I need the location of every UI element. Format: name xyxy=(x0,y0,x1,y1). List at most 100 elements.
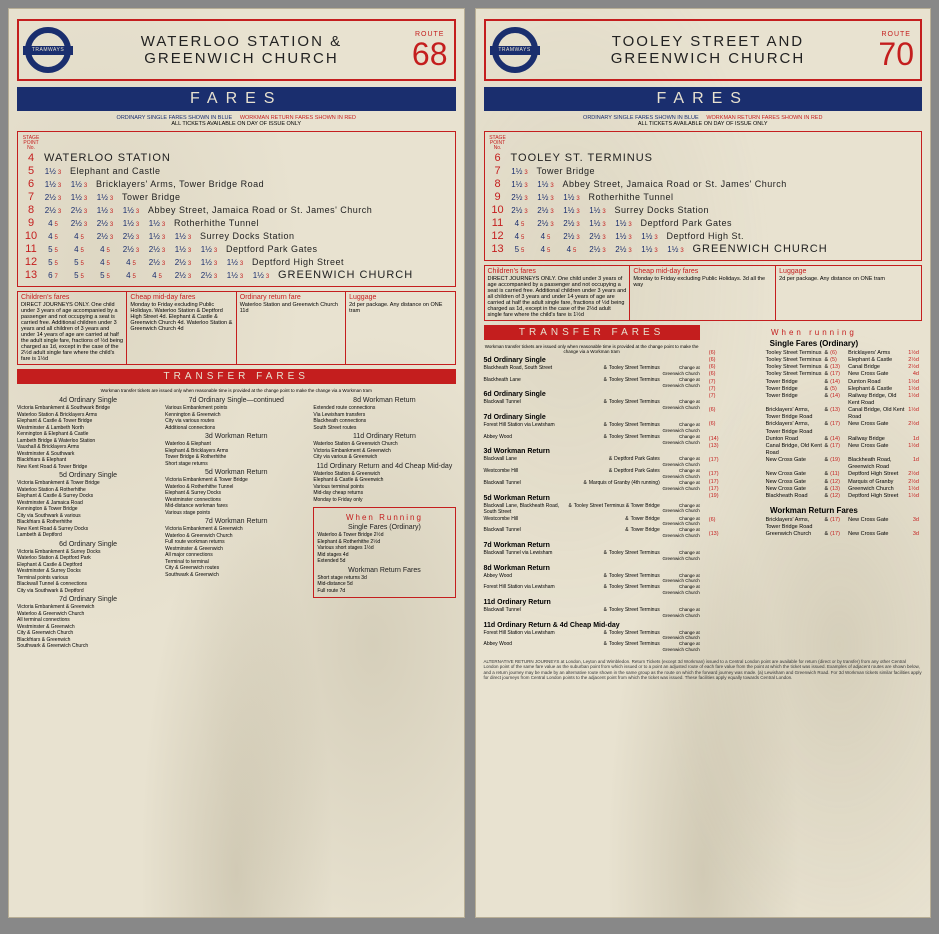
transfer-group-heading: 7d Workman Return xyxy=(484,542,700,549)
transfer-column: 7d Ordinary Single—continuedVarious Emba… xyxy=(165,395,307,650)
notice-line2: ALL TICKETS AVAILABLE ON DAY OF ISSUE ON… xyxy=(171,121,301,127)
transfer-group-heading: 5d Ordinary Single xyxy=(484,357,700,364)
transfer-line: Forest Hill Station via Lewisham&Tooley … xyxy=(484,630,700,642)
stage-number: 8 xyxy=(22,204,40,216)
transfer-group-heading: 7d Ordinary Single xyxy=(484,414,700,421)
stop-name: Abbey Street, Jamaica Road or St. James'… xyxy=(144,205,372,215)
fare-cell: 2½ 3 xyxy=(170,258,196,267)
fare-cell: 2½ 3 xyxy=(196,271,222,280)
fare-line: (6)Tooley Street Terminus&(5)Elephant & … xyxy=(709,357,919,364)
transfer-group-heading: 11d Ordinary Return xyxy=(313,433,455,440)
info-text: DIRECT JOURNEYS ONLY. One child under 3 … xyxy=(21,302,123,362)
single-fares-heading: Single Fares (Ordinary) xyxy=(709,339,919,348)
stop-name: Rotherhithe Tunnel xyxy=(585,192,674,202)
transfer-column: 8d Workman ReturnExtended route connecti… xyxy=(313,395,455,650)
stop-name: Elephant and Castle xyxy=(66,166,161,176)
notice-line2: ALL TICKETS AVAILABLE ON DAY OF ISSUE ON… xyxy=(638,121,768,127)
fare-cell: 1½ 3 xyxy=(611,219,637,228)
fare-cell: 1½ 3 xyxy=(507,167,533,176)
route-number: 70 xyxy=(878,38,914,70)
fare-line: (6)Bricklayers' Arms, Tower Bridge Road&… xyxy=(709,421,919,435)
transfer-line: City via various & Greenwich xyxy=(313,454,455,461)
fare-cell: 1½ 3 xyxy=(170,245,196,254)
stop-name: Deptford Park Gates xyxy=(637,218,733,228)
stage-number: 9 xyxy=(489,191,507,203)
fare-cell: 1½ 3 xyxy=(66,180,92,189)
fare-row: 114 52½ 32½ 31½ 31½ 3Deptford Park Gates xyxy=(489,217,918,229)
fare-row: 82½ 32½ 31½ 31½ 3Abbey Street, Jamaica R… xyxy=(22,204,451,216)
fare-line: (14)Dunton Road&(14)Railway Bridge1d xyxy=(709,436,919,443)
fare-row: 92½ 31½ 31½ 3Rotherhithe Tunnel xyxy=(489,191,918,203)
stage-number: 12 xyxy=(22,256,40,268)
stage-number: 7 xyxy=(22,191,40,203)
route-title: TOOLEY STREET AND GREENWICH CHURCH xyxy=(544,29,873,71)
stage-number: 8 xyxy=(489,178,507,190)
fare-row: 102½ 32½ 31½ 31½ 3Surrey Docks Station xyxy=(489,204,918,216)
transfer-line: Abbey Wood&Tooley Street TerminusChange … xyxy=(484,434,700,446)
fare-cell: 1½ 3 xyxy=(559,193,585,202)
info-text: Monday to Friday excluding Public Holida… xyxy=(130,302,232,332)
transfer-group-heading: 11d Ordinary Return xyxy=(484,599,700,606)
fare-row: 136 75 55 54 54 52½ 32½ 31½ 31½ 3GREENWI… xyxy=(22,269,451,281)
route-number-box: ROUTE 68 xyxy=(406,27,454,74)
stop-name: WATERLOO STATION xyxy=(40,152,171,164)
stop-name: Surrey Docks Station xyxy=(196,231,295,241)
fare-cell: 1½ 3 xyxy=(507,180,533,189)
stop-name: Deptford Park Gates xyxy=(222,244,318,254)
fare-row: 72½ 31½ 31½ 3Tower Bridge xyxy=(22,191,451,203)
info-heading: Children's fares xyxy=(488,268,627,275)
info-cell: Children's faresDIRECT JOURNEYS ONLY. On… xyxy=(18,292,127,364)
transfer-line: Southwark & Greenwich Church xyxy=(17,643,159,650)
stop-name: Tower Bridge xyxy=(118,192,181,202)
stage-number: 6 xyxy=(22,178,40,190)
fare-cell: 2½ 3 xyxy=(92,219,118,228)
title-line1: WATERLOO STATION & xyxy=(79,33,404,50)
fare-cell: 1½ 3 xyxy=(196,245,222,254)
transfer-line: Abbey Wood&Tooley Street TerminusChange … xyxy=(484,641,700,653)
tramways-roundel-icon: TRAMWAYS xyxy=(490,25,540,75)
transfer-line: Additional connections xyxy=(165,425,307,432)
transfer-line: Blackwall Tunnel&Tower BridgeChange at G… xyxy=(484,527,700,539)
fare-row: 61½ 31½ 3Bricklayers' Arms, Tower Bridge… xyxy=(22,178,451,190)
stage-number: 9 xyxy=(22,217,40,229)
transfer-group-heading: 7d Ordinary Single—continued xyxy=(165,397,307,404)
fare-cell: 1½ 3 xyxy=(637,232,663,241)
fare-row: 104 54 52½ 32½ 31½ 31½ 3Surrey Docks Sta… xyxy=(22,230,451,242)
transfer-group-heading: 5d Workman Return xyxy=(165,469,307,476)
transfer-line: City via Southwark & Deptford xyxy=(17,588,159,595)
fare-cell: 4 5 xyxy=(507,219,533,228)
fare-cell: 2½ 3 xyxy=(507,193,533,202)
fare-row: 6TOOLEY ST. TERMINUS xyxy=(489,152,918,164)
fare-cell: 4 5 xyxy=(507,232,533,241)
transfer-line: Abbey Wood&Tooley Street TerminusChange … xyxy=(484,573,700,585)
fare-row: 125 55 54 54 52½ 32½ 31½ 31½ 3Deptford H… xyxy=(22,256,451,268)
title-line2: GREENWICH CHURCH xyxy=(79,50,404,67)
transfer-line: South Street routes xyxy=(313,425,455,432)
transfer-line: Blackheath Road, South Street&Tooley Str… xyxy=(484,365,700,377)
transfer-group-heading: 6d Ordinary Single xyxy=(17,541,159,548)
stage-header: STAGE POINT No. xyxy=(22,136,40,151)
tramways-roundel-icon: TRAMWAYS xyxy=(23,25,73,75)
transfer-line: Blackwall Tunnel via Lewisham&Tooley Str… xyxy=(484,550,700,562)
stage-number: 13 xyxy=(22,269,40,281)
fare-row: 135 54 54 52½ 32½ 31½ 31½ 3GREENWICH CHU… xyxy=(489,243,918,255)
fare-cell: 6 7 xyxy=(40,271,66,280)
fare-cell: 5 5 xyxy=(92,271,118,280)
poster-route-68: TRAMWAYS WATERLOO STATION & GREENWICH CH… xyxy=(8,8,465,918)
info-text: Waterloo Station and Greenwich Church 11… xyxy=(240,302,342,314)
fare-line: (17)New Cross Gate&(19)Blackheath Road, … xyxy=(709,457,919,471)
single-fares-heading: Single Fares (Ordinary) xyxy=(317,524,451,531)
fare-cell: 4 5 xyxy=(118,258,144,267)
stop-name: Rotherhithe Tunnel xyxy=(170,218,259,228)
fare-line: Full route 7d xyxy=(317,588,451,595)
info-text: 2d per package. Any distance on ONE tram xyxy=(779,276,918,282)
when-running-box: When RunningSingle Fares (Ordinary)Water… xyxy=(313,507,455,598)
fare-line: (6)Tooley Street Terminus&(13)Canal Brid… xyxy=(709,364,919,371)
fare-line: (6)Tooley Street Terminus&(6)Bricklayers… xyxy=(709,350,919,357)
info-text: Monday to Friday excluding Public Holida… xyxy=(633,276,772,288)
fare-notice: ORDINARY SINGLE FARES SHOWN IN BLUE WORK… xyxy=(17,115,456,127)
poster-route-70: TRAMWAYS TOOLEY STREET AND GREENWICH CHU… xyxy=(475,8,932,918)
fare-cell: 4 5 xyxy=(40,232,66,241)
fare-cell: 2½ 3 xyxy=(40,206,66,215)
fare-cell: 4 5 xyxy=(92,258,118,267)
